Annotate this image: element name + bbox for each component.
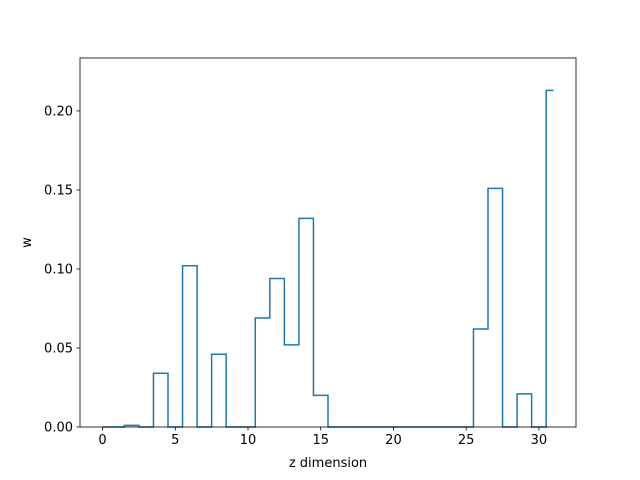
- x-tick-label: 5: [171, 433, 179, 448]
- x-axis-ticks: 0 5 10 15 20 25 30: [98, 427, 547, 448]
- x-tick-label: 30: [531, 433, 548, 448]
- y-tick-label: 0.15: [44, 183, 73, 198]
- series-step-line: [102, 89, 554, 428]
- y-tick-label: 0.05: [44, 341, 73, 356]
- x-tick-label: 10: [240, 433, 257, 448]
- x-tick-label: 15: [312, 433, 329, 448]
- x-tick-label: 20: [385, 433, 402, 448]
- y-tick-label: 0.10: [44, 262, 73, 277]
- x-tick-label: 25: [458, 433, 475, 448]
- y-tick-label: 0.20: [44, 104, 73, 119]
- axes-frame: [79, 57, 577, 428]
- y-tick-label: 0.00: [44, 421, 73, 436]
- y-axis-ticks: 0.00 0.05 0.10 0.15 0.20: [44, 104, 80, 436]
- x-tick-label: 0: [98, 433, 106, 448]
- x-axis-label: z dimension: [289, 456, 367, 471]
- y-axis-label: w: [20, 237, 35, 248]
